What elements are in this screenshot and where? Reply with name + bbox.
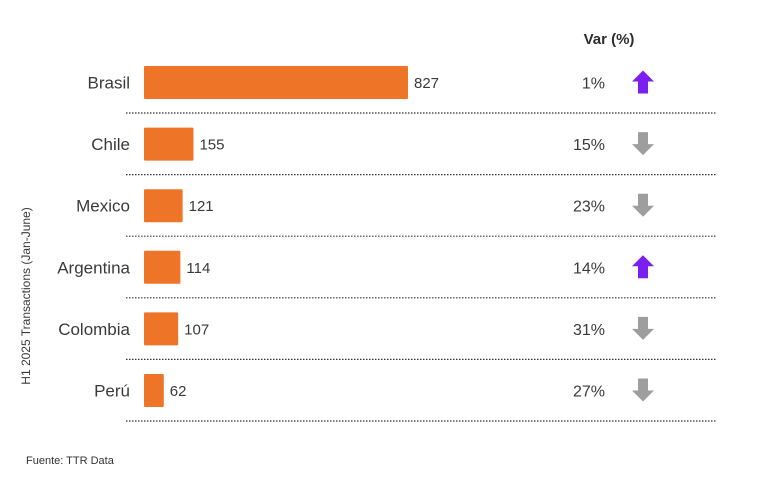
bar xyxy=(144,127,194,161)
arrow-down-icon xyxy=(632,316,654,340)
bar xyxy=(144,250,181,284)
bar xyxy=(144,66,408,99)
category-label: Argentina xyxy=(57,258,130,277)
arrow-down-icon xyxy=(632,132,654,156)
variation-label: 23% xyxy=(573,199,605,216)
arrow-down-icon xyxy=(632,193,654,217)
bar xyxy=(144,189,183,223)
variation-label: 15% xyxy=(573,137,605,154)
variation-label: 31% xyxy=(573,322,605,339)
variation-header: Var (%) xyxy=(584,31,635,48)
category-label: Chile xyxy=(91,135,130,154)
arrow-up-icon xyxy=(632,70,654,94)
category-label: Mexico xyxy=(76,197,130,216)
value-label: 121 xyxy=(189,198,214,215)
source-note: Fuente: TTR Data xyxy=(26,455,114,467)
value-label: 62 xyxy=(170,383,187,400)
variation-label: 27% xyxy=(573,384,605,401)
chart-rows: Brasil 827 1% Chile 155 15% Mexico 121 23% Argent… xyxy=(57,66,716,422)
value-label: 107 xyxy=(184,321,209,338)
variation-label: 14% xyxy=(573,260,605,277)
variation-label: 1% xyxy=(582,76,605,93)
arrow-down-icon xyxy=(632,378,654,402)
value-label: 827 xyxy=(414,75,439,92)
bar xyxy=(144,312,179,346)
value-label: 155 xyxy=(199,137,224,154)
value-label: 114 xyxy=(186,260,210,277)
bar xyxy=(144,374,164,407)
arrow-up-icon xyxy=(632,255,654,279)
category-label: Colombia xyxy=(58,320,130,339)
category-label: Brasil xyxy=(87,74,130,93)
category-label: Perú xyxy=(94,382,130,401)
y-axis-title: H1 2025 Transactions (Jan-June) xyxy=(19,207,33,384)
